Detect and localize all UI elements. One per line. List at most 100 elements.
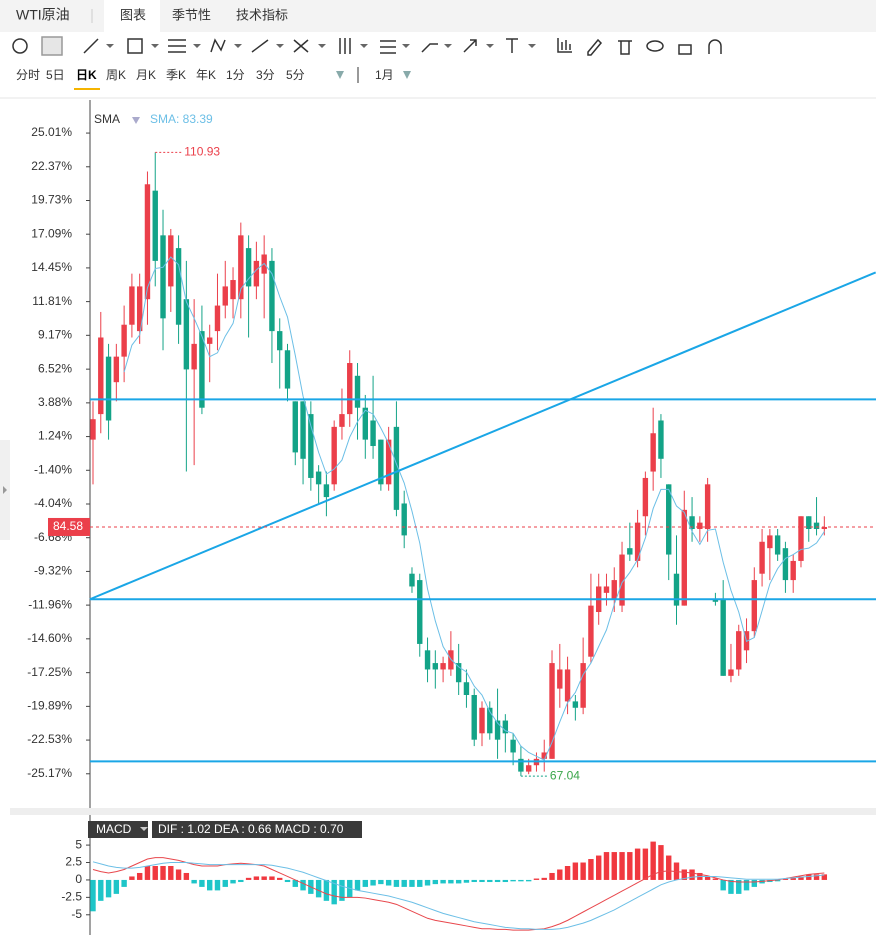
period[interactable]: 3分	[256, 68, 275, 82]
caret[interactable]	[106, 44, 536, 48]
period[interactable]: 5日	[46, 68, 65, 82]
macd-bar	[323, 879, 330, 901]
y-tick-label: 14.45%	[31, 260, 72, 274]
tool-icon[interactable]	[251, 39, 269, 53]
macd-bar	[230, 879, 236, 884]
candle-body	[767, 535, 773, 549]
low-label: 67.04	[550, 768, 580, 782]
tab[interactable]: 技术指标	[236, 7, 288, 22]
y-tick-label: -14.60%	[27, 631, 72, 645]
macd-bar	[331, 879, 337, 905]
macd-bar	[798, 876, 804, 880]
candle-body	[98, 337, 104, 415]
macd-bar	[743, 879, 750, 891]
tool-icon[interactable]	[587, 38, 603, 56]
macd-bar	[300, 879, 306, 891]
macd-bar	[440, 879, 446, 884]
macd-bar	[634, 848, 641, 880]
macd-bar	[113, 879, 120, 894]
macd-bar	[806, 874, 812, 880]
caret[interactable]	[336, 71, 411, 79]
macd-bar	[627, 852, 633, 880]
macd-bar	[541, 877, 547, 880]
candle-body	[689, 516, 695, 530]
macd-bar	[782, 878, 789, 880]
candle-body	[471, 695, 477, 740]
candle-body	[774, 535, 781, 555]
side-arrow	[3, 486, 7, 494]
period[interactable]: 周K	[106, 68, 126, 82]
y-tick-label: -9.32%	[34, 564, 72, 578]
period[interactable]: 季K	[166, 68, 186, 82]
tool-icon[interactable]	[12, 38, 28, 54]
macd-bar	[611, 852, 617, 880]
candle-body	[487, 707, 493, 734]
period[interactable]: 分时	[16, 68, 40, 82]
tool-icon[interactable]	[293, 39, 309, 53]
candle-body	[284, 350, 291, 389]
period[interactable]: 1分	[226, 68, 245, 82]
macd-bar	[315, 879, 322, 898]
tool-icon[interactable]	[618, 40, 632, 55]
tool-icon[interactable]	[421, 43, 438, 53]
candle-body	[214, 305, 221, 332]
macd-bar	[572, 862, 579, 880]
macd-bar	[277, 877, 283, 880]
candle-body	[619, 554, 625, 606]
candle-body	[821, 526, 828, 530]
tool-icon[interactable]	[463, 39, 477, 53]
tab[interactable]: 图表	[120, 7, 146, 22]
candle-body	[424, 650, 431, 670]
macd-bar	[354, 879, 361, 891]
range[interactable]: 1月	[375, 68, 394, 82]
candle-body	[105, 356, 112, 421]
tab[interactable]: 季节性	[172, 7, 211, 22]
indicator-caret	[132, 117, 140, 124]
macd-bar	[666, 855, 672, 880]
macd-bar	[658, 845, 664, 880]
indicator-name: MACD	[96, 822, 132, 836]
tool-icon[interactable]	[557, 38, 572, 53]
period[interactable]: 日K	[76, 68, 97, 82]
candle-body	[121, 324, 127, 357]
tool-icon[interactable]	[506, 38, 518, 53]
macd-bar	[152, 866, 158, 880]
macd-bar	[284, 879, 291, 883]
macd-bar	[487, 879, 493, 883]
period[interactable]: 5分	[286, 68, 305, 82]
tool-icon[interactable]	[339, 38, 351, 54]
candle-body	[580, 663, 586, 708]
tool-icon[interactable]	[127, 38, 143, 54]
macd-bar	[502, 879, 509, 883]
tool-icon[interactable]	[41, 36, 63, 56]
candle-body	[525, 765, 532, 772]
y-tick-label: -19.89%	[27, 699, 72, 713]
tool-icon[interactable]	[646, 40, 664, 52]
macd-bar	[712, 878, 719, 880]
tool-icon[interactable]	[678, 44, 692, 55]
tool-icon[interactable]	[380, 40, 396, 54]
tool-icon[interactable]	[210, 38, 226, 53]
tool-icon[interactable]	[708, 39, 722, 54]
candle-body	[315, 471, 322, 485]
tool-icon[interactable]	[168, 39, 186, 53]
macd-bar	[144, 866, 151, 880]
macd-bar	[175, 869, 182, 880]
macd-bar	[417, 879, 423, 887]
macd-bar	[378, 879, 384, 885]
period[interactable]: 月K	[136, 68, 156, 82]
y-tick-label: -5	[71, 907, 82, 921]
macd-bar	[385, 879, 392, 886]
candle-body	[479, 707, 485, 734]
macd-bar	[510, 879, 516, 882]
candle-body	[557, 669, 563, 689]
candle-body	[564, 669, 571, 702]
candle-body	[611, 580, 617, 600]
y-tick-label: 3.88%	[38, 395, 72, 409]
macd-bar	[728, 879, 734, 894]
tool-icon[interactable]	[83, 38, 99, 54]
period[interactable]: 年K	[196, 68, 216, 82]
macd-bar	[105, 879, 112, 898]
